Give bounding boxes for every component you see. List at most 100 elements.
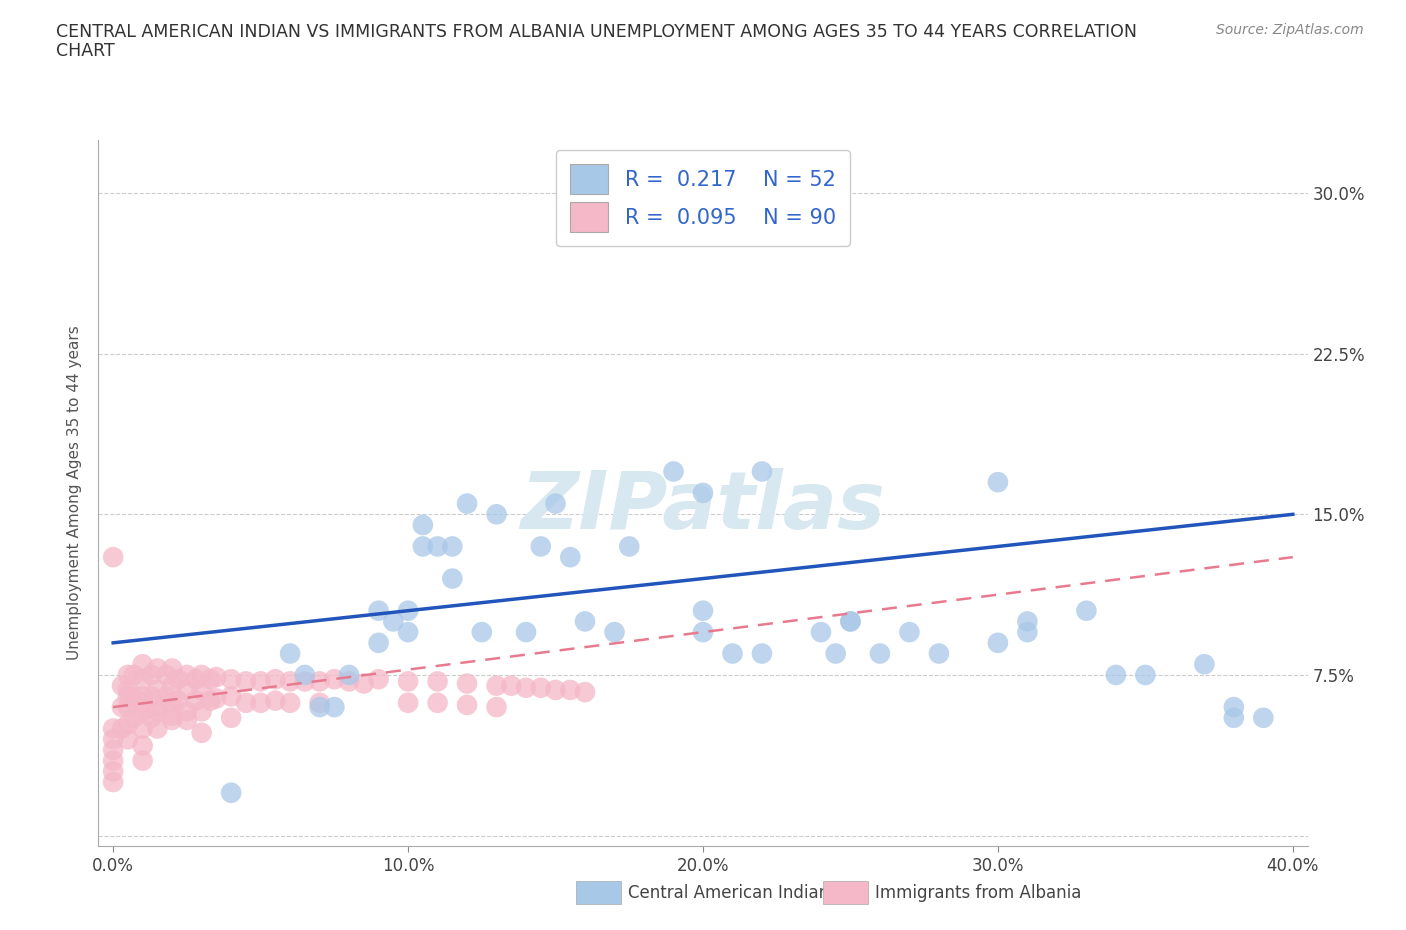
Legend: R =  0.217    N = 52, R =  0.095    N = 90: R = 0.217 N = 52, R = 0.095 N = 90 (555, 150, 851, 246)
Point (441, 539, 464, 554)
Text: CHART: CHART (56, 42, 115, 60)
Point (205, 691, 228, 706)
Point (544, 497, 567, 512)
Point (117, 689, 139, 704)
Point (603, 625, 626, 640)
Point (426, 696, 449, 711)
Point (1253, 711, 1275, 725)
Point (160, 709, 183, 724)
Point (544, 683, 567, 698)
Point (101, 732, 124, 747)
Point (396, 674, 419, 689)
Point (367, 604, 389, 618)
Point (515, 625, 537, 640)
Point (1223, 699, 1246, 714)
Point (131, 738, 153, 753)
Point (146, 661, 169, 676)
Text: Source: ZipAtlas.com: Source: ZipAtlas.com (1216, 23, 1364, 37)
Point (810, 625, 832, 640)
Point (1135, 668, 1157, 683)
Point (692, 625, 714, 640)
Point (176, 704, 198, 719)
Point (176, 712, 198, 727)
Point (560, 550, 582, 565)
Point (264, 671, 287, 686)
Point (146, 683, 169, 698)
Point (101, 753, 124, 768)
Point (308, 674, 330, 689)
Point (155, 689, 177, 704)
Y-axis label: Unemployment Among Ages 35 to 44 years: Unemployment Among Ages 35 to 44 years (67, 326, 83, 660)
Point (426, 674, 449, 689)
Point (987, 635, 1010, 650)
Point (111, 678, 134, 693)
Point (131, 704, 153, 719)
Point (117, 732, 139, 747)
Point (278, 696, 301, 711)
Point (101, 764, 124, 778)
Point (294, 674, 316, 689)
Point (160, 678, 183, 693)
Point (294, 668, 316, 683)
Text: Central American Indians: Central American Indians (628, 884, 838, 902)
Point (692, 485, 714, 500)
Point (249, 696, 271, 711)
Point (751, 464, 773, 479)
Point (1194, 657, 1216, 671)
Point (141, 689, 163, 704)
Point (396, 625, 419, 640)
Point (190, 683, 212, 698)
Point (190, 725, 212, 740)
Point (396, 696, 419, 711)
Point (190, 668, 212, 683)
Point (1017, 625, 1039, 640)
Point (456, 497, 478, 512)
Point (382, 614, 405, 629)
Point (353, 676, 375, 691)
Point (426, 539, 449, 554)
Point (987, 474, 1010, 489)
Point (122, 668, 145, 683)
Point (692, 604, 714, 618)
Point (131, 671, 153, 686)
Point (249, 674, 271, 689)
Point (101, 550, 124, 565)
Point (501, 678, 523, 693)
Point (190, 704, 212, 719)
Point (839, 614, 862, 629)
Point (184, 693, 207, 708)
Point (264, 693, 287, 708)
Point (441, 571, 464, 586)
Point (219, 671, 242, 686)
Point (141, 711, 163, 725)
Point (396, 604, 419, 618)
Point (412, 518, 434, 533)
Point (560, 683, 582, 698)
Point (456, 698, 478, 712)
Point (111, 721, 134, 736)
Point (219, 689, 242, 704)
Point (574, 684, 596, 699)
Point (898, 625, 921, 640)
Point (278, 646, 301, 661)
Text: ZIPatlas: ZIPatlas (520, 468, 886, 546)
Point (131, 689, 153, 704)
Point (167, 671, 190, 686)
Point (751, 646, 773, 661)
Point (176, 668, 198, 683)
Point (485, 507, 508, 522)
Point (146, 699, 169, 714)
Point (1105, 668, 1128, 683)
Point (141, 668, 163, 683)
Point (117, 717, 139, 732)
Point (530, 539, 553, 554)
Point (219, 785, 242, 800)
Point (485, 699, 508, 714)
Point (235, 674, 257, 689)
Point (1017, 614, 1039, 629)
Point (928, 646, 950, 661)
Point (111, 699, 134, 714)
Point (662, 464, 685, 479)
Point (367, 671, 389, 686)
Point (101, 775, 124, 790)
